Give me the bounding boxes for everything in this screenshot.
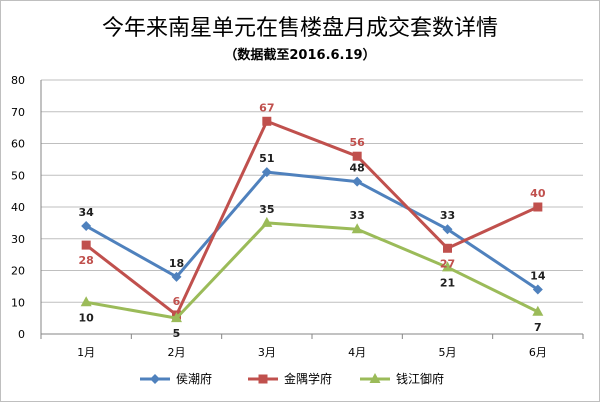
- data-label: 27: [440, 257, 455, 270]
- data-point-marker: [442, 261, 453, 272]
- data-point-marker: [443, 243, 452, 253]
- legend-marker: [150, 374, 160, 384]
- legend-item: 钱江御府: [360, 371, 444, 386]
- legend-marker: [258, 374, 268, 384]
- data-point-marker: [533, 202, 543, 212]
- y-tick-label: 20: [11, 265, 25, 278]
- data-label: 14: [530, 270, 546, 283]
- data-label: 5: [173, 327, 181, 340]
- data-label: 34: [79, 206, 95, 219]
- y-tick-label: 0: [18, 328, 25, 341]
- data-labels: 34 18 51 48 33 14 28 6 67 56 27 40 10 5 35 33 21 7: [79, 101, 546, 340]
- data-label: 40: [530, 187, 546, 200]
- data-label: 28: [79, 254, 94, 267]
- y-tick-label: 10: [11, 296, 25, 309]
- data-label: 10: [79, 311, 95, 324]
- data-label: 33: [350, 209, 365, 222]
- data-point-marker: [81, 221, 92, 232]
- y-tick-label: 80: [11, 74, 25, 87]
- data-label: 35: [259, 203, 274, 216]
- data-point-marker: [261, 167, 272, 178]
- data-label: 51: [259, 152, 274, 165]
- legend-item: 金隅学府: [248, 371, 332, 386]
- x-tick-label: 6月: [529, 346, 547, 359]
- data-point-marker: [352, 176, 363, 187]
- x-tick-label: 2月: [168, 346, 186, 359]
- data-point-marker: [532, 284, 543, 295]
- x-tick-label: 1月: [77, 346, 95, 359]
- gridlines: [41, 79, 583, 303]
- legend-marker: [369, 373, 381, 383]
- y-tick-label: 70: [11, 106, 25, 119]
- y-tick-label: 50: [11, 169, 25, 182]
- legend-item: 侯潮府: [140, 371, 212, 386]
- x-tick-label: 3月: [258, 346, 276, 359]
- series-line: [85, 221, 539, 320]
- data-point-marker: [171, 312, 182, 323]
- data-label: 48: [350, 162, 365, 175]
- data-point-marker: [171, 271, 182, 282]
- data-point-marker: [81, 240, 91, 250]
- data-point-marker: [442, 224, 453, 235]
- series-group: [80, 116, 544, 323]
- data-label: 21: [440, 276, 455, 289]
- data-point-marker: [262, 116, 272, 126]
- legend-label: 钱江御府: [396, 371, 444, 386]
- series-line: [85, 119, 539, 317]
- axes: 0 10 20 30 40 50 60 70 80 1月 2月 3月 4月 5月 6月: [11, 74, 584, 359]
- data-label: 6: [173, 295, 181, 308]
- x-tick-label: 4月: [348, 346, 366, 359]
- y-tick-label: 30: [11, 233, 25, 246]
- data-point-marker: [351, 223, 363, 234]
- legend-label: 侯潮府: [176, 371, 212, 386]
- legend: 侯潮府 金隅学府 钱江御府: [140, 371, 444, 386]
- data-label: 33: [440, 209, 455, 222]
- data-point-marker: [352, 151, 362, 161]
- y-tick-label: 40: [11, 201, 25, 214]
- chart-title: 今年来南星单元在售楼盘月成交套数详情: [102, 16, 498, 41]
- x-tick-label: 5月: [439, 346, 457, 359]
- data-point-marker: [80, 296, 92, 307]
- data-point-marker: [532, 305, 544, 316]
- data-point-marker: [261, 216, 273, 227]
- y-tick-label: 60: [11, 138, 25, 151]
- series-line: [85, 170, 539, 291]
- data-label: 56: [350, 136, 366, 149]
- data-label: 7: [534, 321, 542, 334]
- data-label: 67: [259, 101, 274, 114]
- data-label: 18: [169, 257, 184, 270]
- legend-label: 金隅学府: [284, 371, 332, 386]
- chart-subtitle: （数据截至2016.6.19）: [224, 47, 375, 63]
